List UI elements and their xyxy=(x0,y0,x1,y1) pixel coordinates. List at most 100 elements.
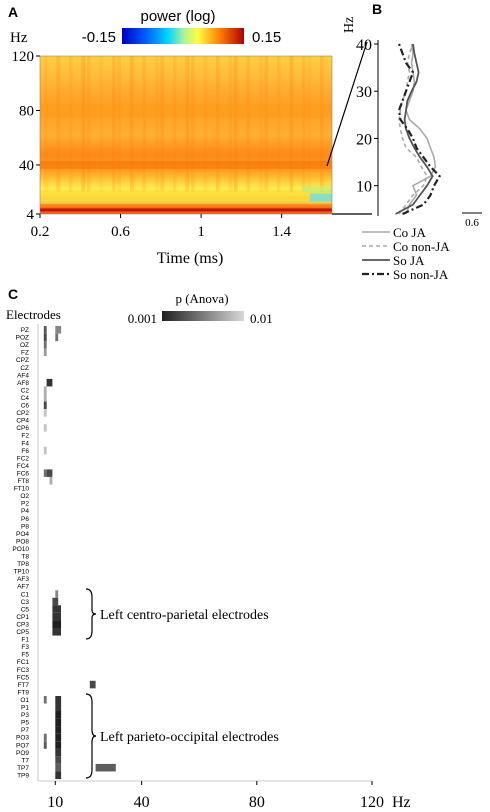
significance-cell xyxy=(43,424,47,432)
heatmap-streak xyxy=(69,56,73,192)
electrode-label: FC6 xyxy=(17,470,30,477)
heatmap-streak xyxy=(264,56,268,192)
heatmap-streak xyxy=(289,56,293,192)
electrode-label: AF8 xyxy=(17,380,29,387)
legend-label: So non-JA xyxy=(393,267,449,282)
x-tick-label: 1.4 xyxy=(272,224,291,240)
significance-cell xyxy=(49,477,53,485)
significance-cell xyxy=(43,409,47,417)
panel-b-y-unit: Hz xyxy=(342,17,357,33)
electrode-label: CP1 xyxy=(16,614,29,621)
heatmap-streak xyxy=(203,56,207,192)
electrode-label: POZ xyxy=(16,335,29,342)
power-colorbar xyxy=(122,28,244,44)
significance-cell xyxy=(43,326,47,334)
heatmap-streak xyxy=(246,56,250,192)
electrode-label: FC3 xyxy=(17,667,30,674)
legend-label: Co JA xyxy=(393,225,426,240)
panel-a-y-ticks: 120 80 40 4 xyxy=(12,49,40,223)
significance-cell xyxy=(46,469,53,477)
electrode-label: F3 xyxy=(21,644,29,651)
line-so-ja xyxy=(395,43,434,215)
x-tick-label: 1 xyxy=(197,224,205,240)
panel-a-letter: A xyxy=(8,4,18,20)
electrodes-header: Electrodes xyxy=(6,307,61,322)
panel-b-tick-label: 30 xyxy=(356,84,372,101)
electrode-label: F4 xyxy=(21,440,29,447)
electrode-label: AF7 xyxy=(17,584,29,591)
electrode-label: FC1 xyxy=(17,659,30,666)
heatmap-streak xyxy=(228,56,232,192)
heatmap-streak xyxy=(173,56,177,192)
significance-cell xyxy=(43,741,47,749)
heatmap-streak xyxy=(112,56,116,192)
electrode-label: PO4 xyxy=(16,531,29,538)
y-tick-label: 4 xyxy=(27,207,35,223)
significance-cell xyxy=(43,386,47,394)
legend-label: Co non-JA xyxy=(393,239,450,254)
electrode-label: C2 xyxy=(21,387,30,394)
heatmap-streak xyxy=(333,56,337,192)
electrode-row-labels: PZPOZOZFZCPZCZAF4AF8C2C4C6CP2CP4CP6F2F4F… xyxy=(12,327,29,779)
heatmap-streak xyxy=(302,56,306,192)
electrode-label: PO3 xyxy=(16,735,29,742)
electrode-label: C4 xyxy=(21,395,30,402)
line-co-non-ja xyxy=(398,43,428,215)
p-colorbar-max-label: 0.01 xyxy=(250,311,273,326)
zoom-connector-upper xyxy=(326,41,368,167)
significance-cell xyxy=(55,726,62,734)
x-tick-label: 0.6 xyxy=(111,224,130,240)
heatmap-cyan-patch xyxy=(310,193,332,202)
heatmap-streak xyxy=(56,56,60,192)
electrode-label: FT7 xyxy=(17,682,29,689)
electrode-label: TP10 xyxy=(13,569,29,576)
electrode-label: PZ xyxy=(21,327,29,334)
significance-cell xyxy=(55,756,62,764)
significance-cell xyxy=(55,703,62,712)
heatmap-background xyxy=(40,56,332,214)
electrode-label: CPZ xyxy=(16,357,29,364)
panel-a-y-unit: Hz xyxy=(10,30,28,46)
electrode-label: PO7 xyxy=(16,742,29,749)
parieto-occipital-bracket xyxy=(85,693,97,779)
significance-cell xyxy=(52,612,61,621)
electrode-label: F6 xyxy=(21,448,29,455)
legend-label: So JA xyxy=(393,253,425,268)
heatmap-band xyxy=(40,160,332,169)
line-so-non-ja xyxy=(397,43,441,216)
heatmap-band xyxy=(40,190,332,195)
electrode-label: O1 xyxy=(20,697,29,704)
significance-cell xyxy=(55,333,59,342)
electrode-label: P3 xyxy=(21,712,29,719)
electrode-label: P7 xyxy=(21,727,29,734)
significance-cell xyxy=(55,763,62,772)
significance-cell xyxy=(55,696,62,704)
heatmap-streak xyxy=(259,56,263,192)
panel-c: C Electrodes p (Anova) 0.001 0.01 PZPOZO… xyxy=(6,286,411,811)
electrode-label: C5 xyxy=(21,606,30,613)
electrode-label: T7 xyxy=(21,757,29,764)
heatmap-streak xyxy=(155,56,159,192)
heatmap-streak xyxy=(142,56,146,192)
significance-cell xyxy=(55,718,62,727)
significance-cell xyxy=(52,620,61,629)
significance-cell xyxy=(43,696,47,704)
heatmap-streak xyxy=(87,56,91,192)
significance-cell xyxy=(55,741,62,749)
heatmap-streak xyxy=(44,56,48,192)
electrode-label: TP9 xyxy=(17,772,29,779)
panel-b-tick-label: 10 xyxy=(356,179,372,196)
electrode-label: CP5 xyxy=(16,629,29,636)
significance-cell xyxy=(46,378,53,387)
electrode-label: PO10 xyxy=(12,546,29,553)
heatmap-band xyxy=(40,199,332,204)
panel-b-tick-label: 40 xyxy=(356,37,372,54)
significance-cell xyxy=(89,680,96,689)
heatmap-streak xyxy=(307,56,311,192)
significance-cell xyxy=(52,628,61,636)
scale-bar-label: 0.6 xyxy=(465,217,479,229)
heatmap-band xyxy=(40,103,332,118)
power-spectrum-lines xyxy=(395,43,441,216)
